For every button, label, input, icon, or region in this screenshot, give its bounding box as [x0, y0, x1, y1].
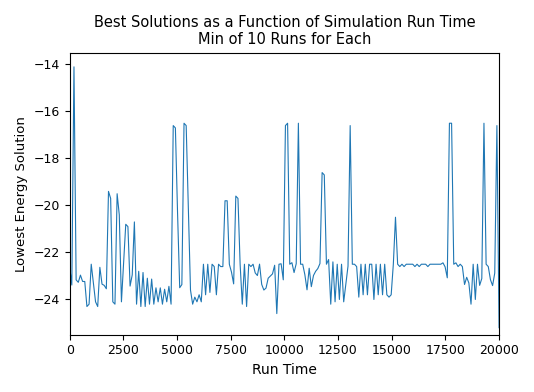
Title: Best Solutions as a Function of Simulation Run Time
Min of 10 Runs for Each: Best Solutions as a Function of Simulati…: [93, 15, 475, 47]
Y-axis label: Lowest Energy Solution: Lowest Energy Solution: [15, 116, 28, 272]
X-axis label: Run Time: Run Time: [252, 363, 317, 377]
